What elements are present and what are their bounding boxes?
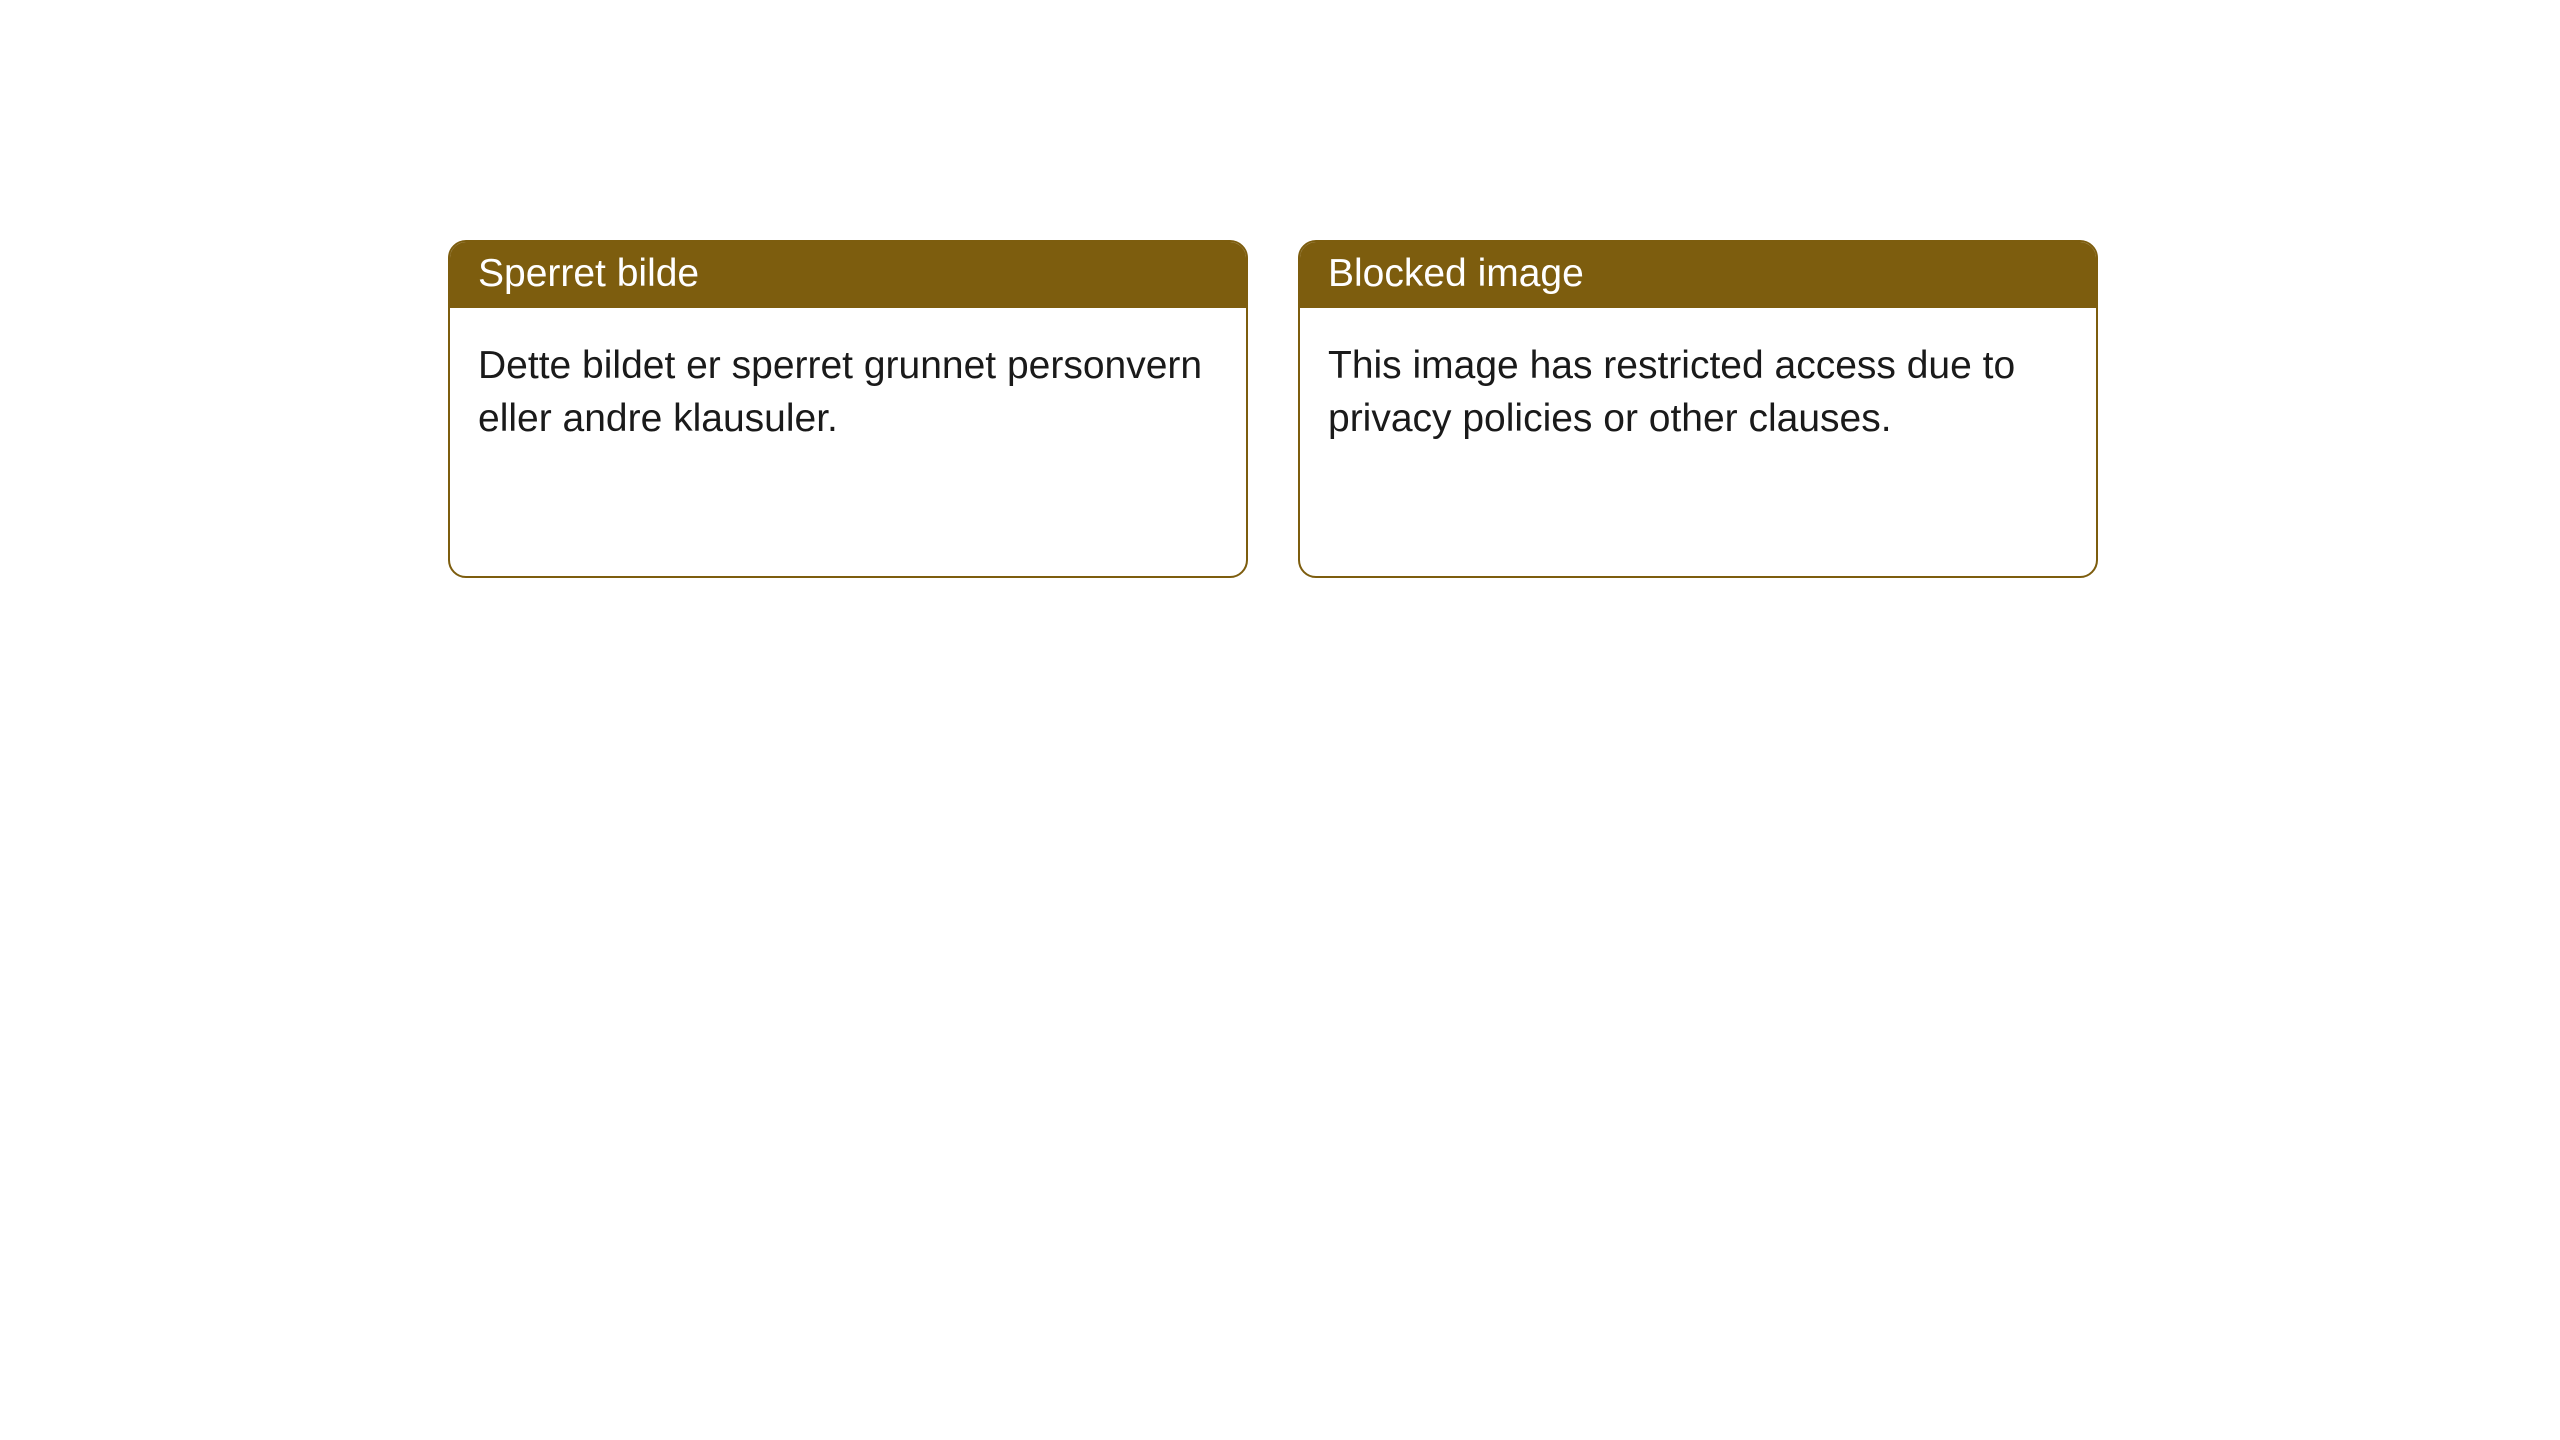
message-cards-container: Sperret bilde Dette bildet er sperret gr… — [0, 0, 2560, 578]
card-body-english: This image has restricted access due to … — [1300, 308, 2096, 477]
card-header-english: Blocked image — [1300, 242, 2096, 308]
message-card-english: Blocked image This image has restricted … — [1298, 240, 2098, 578]
card-body-norwegian: Dette bildet er sperret grunnet personve… — [450, 308, 1246, 477]
message-card-norwegian: Sperret bilde Dette bildet er sperret gr… — [448, 240, 1248, 578]
card-header-norwegian: Sperret bilde — [450, 242, 1246, 308]
